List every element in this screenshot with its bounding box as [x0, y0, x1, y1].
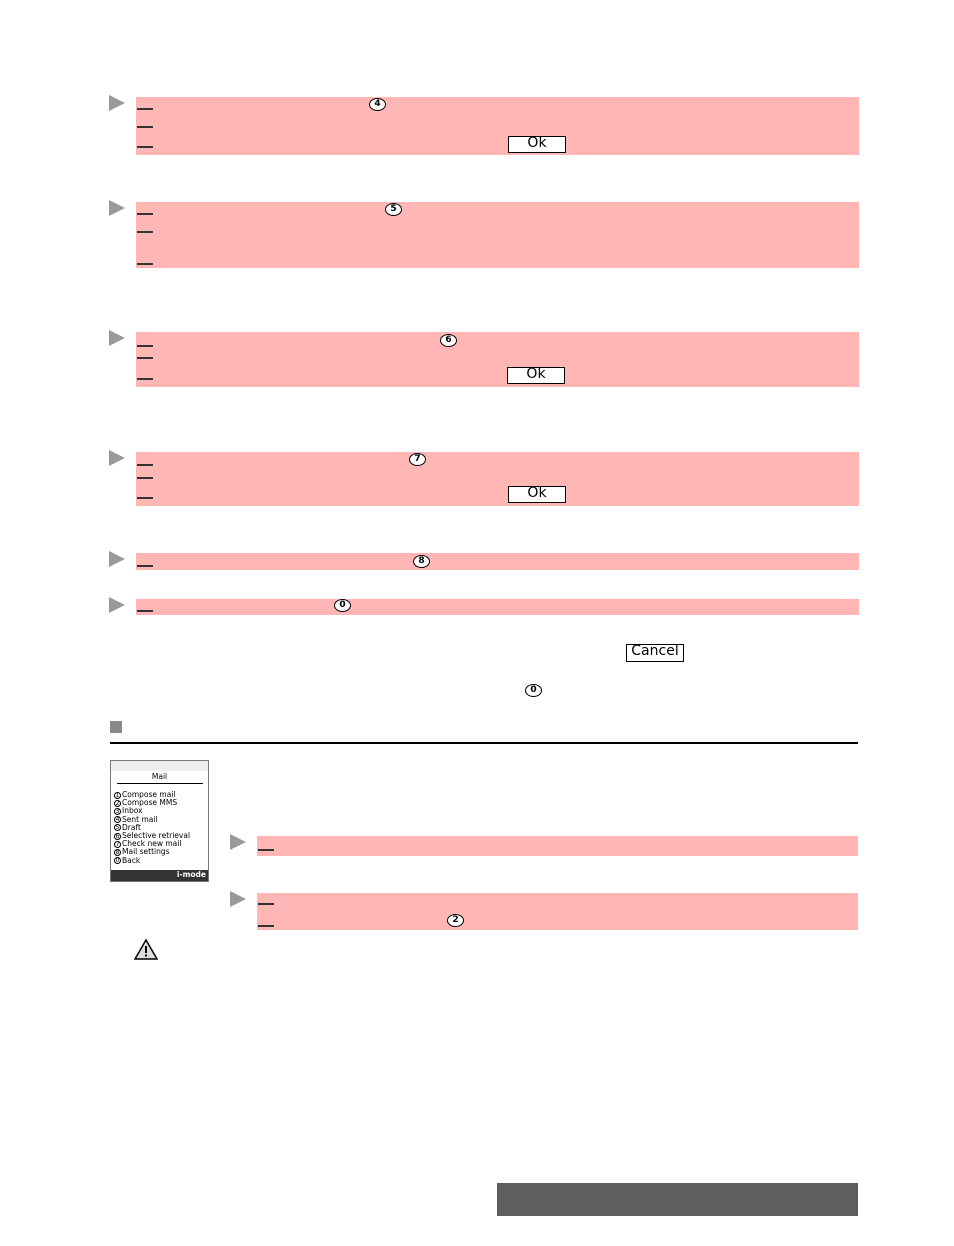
line-marker [258, 903, 274, 905]
menu-label: Back [122, 855, 141, 865]
key-icon: 2 [447, 914, 464, 927]
section-marker [110, 721, 122, 733]
line-marker [137, 213, 153, 215]
menu-key: 0 [114, 857, 121, 865]
step-arrow [109, 597, 125, 613]
menu-key: 8 [114, 848, 121, 856]
step-bar [136, 553, 859, 570]
step-bar [136, 202, 859, 268]
menu-label: Mail settings [122, 847, 170, 857]
line-marker [137, 108, 153, 110]
line-marker [137, 497, 153, 499]
line-marker [137, 345, 153, 347]
menu-key: 2 [114, 799, 121, 807]
line-marker [137, 378, 153, 380]
warning-triangle [133, 938, 159, 960]
soft-key-bar: i-mode [111, 870, 208, 881]
section-rule [110, 742, 858, 744]
menu-label: Sent mail [122, 814, 158, 824]
menu-item: 3 Inbox [114, 807, 143, 815]
line-marker [137, 231, 153, 233]
phone-screen: Mail 1 Compose mail 2 Compose MMS 3 Inbox 4 Sent… [110, 760, 209, 882]
step-bar [136, 599, 859, 615]
menu-key: 7 [114, 840, 121, 848]
menu-key: 3 [114, 807, 121, 815]
key-icon: 6 [440, 334, 457, 347]
step-arrow [109, 551, 125, 567]
menu-item: 8 Mail settings [114, 848, 170, 856]
status-bar [111, 761, 208, 771]
line-marker [137, 263, 153, 265]
step-arrow [230, 834, 246, 850]
menu-item: 7 Check new mail [114, 840, 181, 848]
key-icon: 7 [409, 453, 426, 466]
menu-key: 1 [114, 791, 121, 799]
menu-item: 2 Compose MMS [114, 799, 177, 807]
menu-key: 5 [114, 824, 121, 832]
menu-label: Compose mail [122, 790, 176, 799]
step-bar [257, 893, 858, 930]
menu-label: Check new mail [122, 839, 182, 849]
step-arrow [230, 891, 246, 907]
menu-label: Selective retrieval [122, 831, 191, 840]
menu-item: 6 Selective retrieval [114, 831, 191, 840]
line-marker [137, 357, 153, 359]
soft-key: i-mode [176, 870, 206, 879]
line-marker [137, 565, 153, 567]
key-icon: 4 [369, 98, 386, 111]
warning-icon [133, 938, 159, 962]
step-bar [136, 332, 859, 387]
menu-key: 4 [114, 816, 121, 824]
menu-label: Inbox [122, 806, 143, 816]
line-marker [258, 849, 274, 851]
menu-item: 4 Sent mail [114, 814, 158, 824]
key-icon: 0 [525, 684, 542, 697]
line-marker [137, 126, 153, 128]
step-arrow [109, 450, 125, 466]
screen-title: Mail [151, 772, 168, 781]
menu-key: 6 [114, 832, 121, 840]
key-icon: 0 [334, 599, 351, 612]
title-rule [117, 783, 203, 784]
line-marker [137, 477, 153, 479]
menu-item: 1 Compose mail [114, 790, 176, 799]
menu-item: 0 Back [114, 855, 141, 865]
footer-bar [497, 1183, 858, 1216]
cancel-button: Cancel [626, 644, 684, 662]
menu-label: Draft [122, 822, 141, 832]
step-bar [257, 836, 858, 856]
ok-button: Ok [508, 486, 566, 503]
ok-button: Ok [507, 367, 565, 384]
step-arrow [109, 95, 125, 111]
step-bar [136, 97, 859, 155]
step-arrow [109, 200, 125, 216]
menu-item: 5 Draft [114, 822, 141, 832]
step-bar [136, 452, 859, 506]
line-marker [258, 925, 274, 927]
ok-button: Ok [508, 136, 566, 153]
line-marker [137, 464, 153, 466]
line-marker [137, 610, 153, 612]
step-arrow [109, 330, 125, 346]
line-marker [137, 146, 153, 148]
menu-label: Compose MMS [122, 798, 178, 808]
key-icon: 8 [413, 555, 430, 568]
key-icon: 5 [385, 203, 402, 216]
